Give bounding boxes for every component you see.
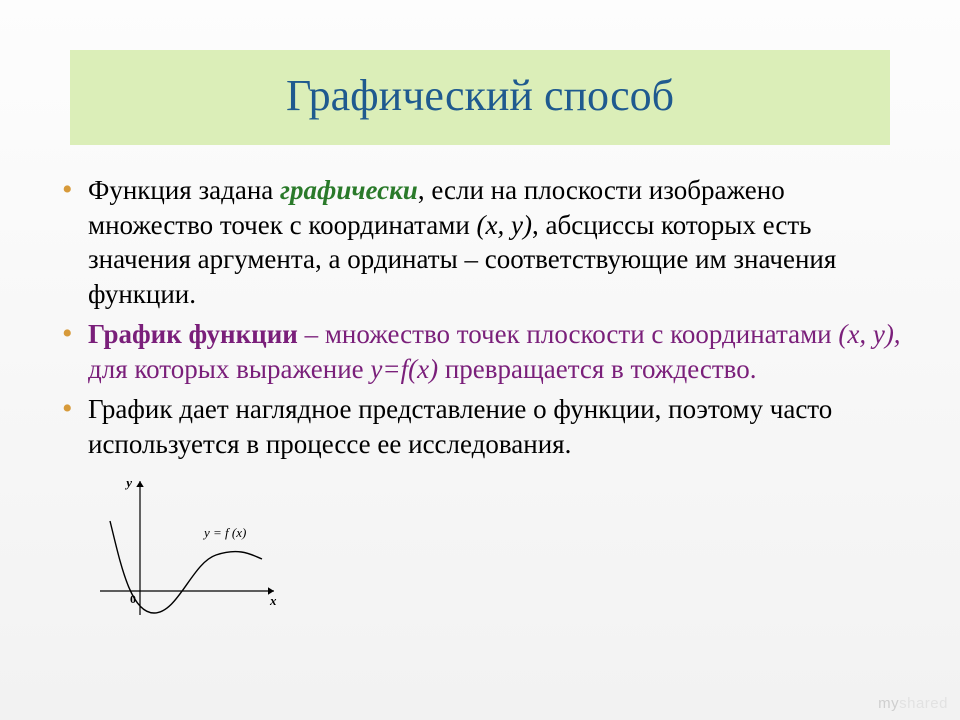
svg-text:0: 0 [130, 592, 136, 606]
b1-emphasis: графически [280, 175, 418, 205]
b2-coords: (х, у), [838, 319, 900, 349]
function-graph: x y 0 y = f (x) [92, 473, 920, 623]
b3-text: График дает наглядное представление о фу… [88, 394, 832, 459]
slide: Графический способ Функция задана графич… [0, 0, 960, 720]
b1-pre: Функция задана [88, 175, 280, 205]
watermark: myshared [878, 695, 948, 712]
title-box: Графический способ [70, 50, 890, 145]
svg-text:x: x [269, 593, 277, 608]
slide-title: Графический способ [80, 70, 880, 121]
bullet-3: График дает наглядное представление о фу… [56, 392, 910, 461]
b2-dash: – [298, 319, 325, 349]
b1-coords: (х, у) [477, 210, 532, 240]
b2-term: График функции [88, 319, 298, 349]
b2-def2: для которых выражение [88, 354, 370, 384]
svg-text:y = f (x): y = f (x) [202, 525, 246, 540]
b2-def1: множество точек плоскости с координатами [325, 319, 839, 349]
bullet-list: Функция задана графически, если на плоск… [40, 173, 920, 461]
bullet-2: График функции – множество точек плоскос… [56, 317, 910, 386]
watermark-my: my [878, 695, 899, 712]
b2-eq: у=f(х) [370, 354, 438, 384]
watermark-shared: shared [899, 695, 948, 712]
bullet-1: Функция задана графически, если на плоск… [56, 173, 910, 311]
b2-def3: превращается в тождество. [438, 354, 756, 384]
graph-svg: x y 0 y = f (x) [92, 473, 282, 623]
svg-text:y: y [124, 475, 132, 490]
